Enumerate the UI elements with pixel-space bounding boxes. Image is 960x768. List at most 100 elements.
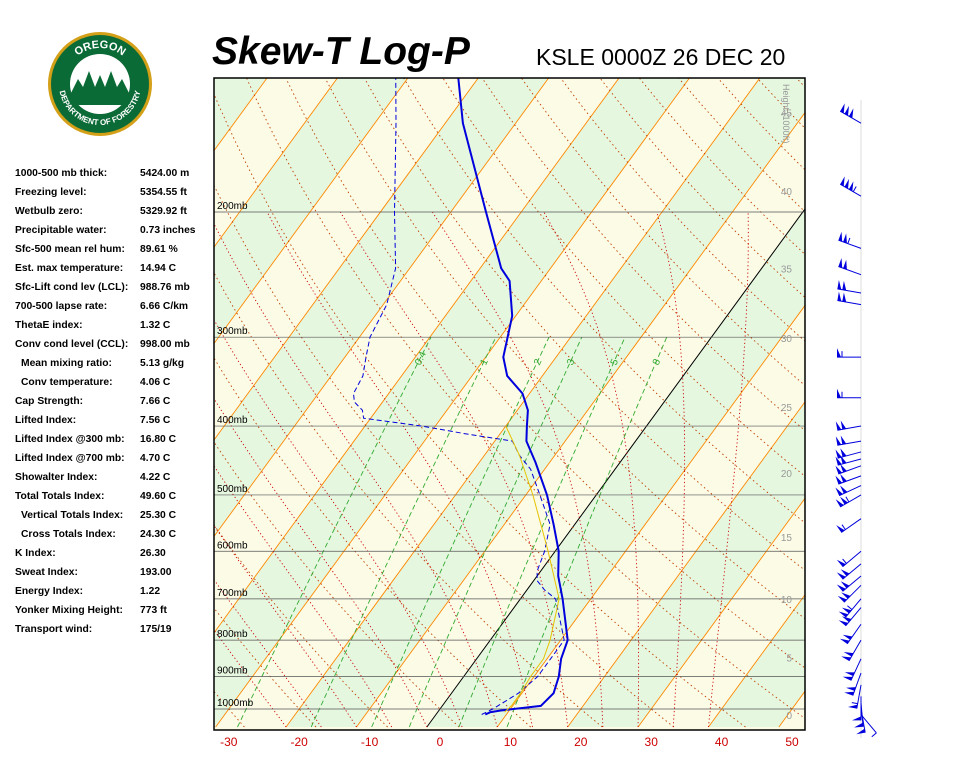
wind-barb-flag [840,473,847,483]
mixing-ratio-label: 0.4 [413,350,429,368]
index-row: Sfc-Lift cond lev (LCL): 988.76 mb [15,282,215,301]
isotherm-line [214,78,268,152]
wind-barb-flag [843,652,854,657]
parcel-trace [504,425,560,713]
wind-barb-shaft [848,639,862,662]
isobar-label: 800mb [217,629,248,640]
wind-barb-flag [835,456,842,466]
index-label: Yonker Mixing Height: [15,605,123,616]
moist-adiabat [214,465,393,728]
x-tick-label: -20 [291,735,309,749]
index-label: 1000-500 mb thick: [15,168,108,179]
wind-barb-flag [835,475,843,485]
wind-barb-flag [837,291,842,302]
index-label: Sfc-Lift cond lev (LCL): [15,282,129,293]
temperature-trace [457,78,569,716]
isobar-label: 600mb [217,540,248,551]
index-label: Mean mixing ratio: [21,358,112,369]
height-axis-title: Height (1000ft) [781,84,791,144]
isotherm-line [849,0,960,727]
dry-adiabat [214,92,746,728]
index-value: 1.22 [140,586,161,597]
index-label: Conv temperature: [21,377,113,388]
index-value: 193.00 [140,567,172,578]
isobar-label: 500mb [217,484,248,495]
wind-barb-half [851,702,858,705]
isotherm-line [426,208,805,728]
index-label: Lifted Index @700 mb: [15,453,125,464]
wind-barb-flag [838,231,843,242]
index-value: 4.06 C [140,377,171,388]
index-row: Showalter Index: 4.22 C [15,472,215,491]
wind-barb-flag [835,499,844,507]
wind-barb-flag [841,592,851,599]
index-row: Freezing level: 5354.55 ft [15,187,215,206]
wind-barb-shaft [837,440,862,446]
index-row: Vertical Totals Index: 25.30 C [15,510,215,529]
wind-barb-flag [842,292,847,303]
wind-barb-flag [843,259,847,270]
wind-barb-flag [844,105,849,116]
index-row: Transport wind: 175/19 [15,624,215,643]
wind-barb-flag [840,420,847,430]
wind-barb-flag [840,496,848,505]
index-row: Cap Strength: 7.66 C [15,396,215,415]
wind-barb-flag [838,620,849,626]
height-tick-label: 25 [781,403,793,414]
stability-indices-panel: 1000-500 mb thick: 5424.00 m Freezing leve… [15,168,215,643]
height-tick-label: 20 [781,469,793,480]
wind-barb-flag [842,634,853,640]
moist-adiabat [214,318,463,728]
mixing-ratio-line [310,337,497,728]
index-label: Est. max temperature: [15,263,124,274]
wind-barbs [835,100,877,738]
index-value: 5329.92 ft [140,206,187,217]
isotherm-line [708,593,805,728]
dry-adiabat [403,78,805,524]
height-tick-label: 40 [781,187,793,198]
moist-adiabat [339,211,569,728]
wind-barb-shaft [838,266,862,276]
index-label: Showalter Index: [15,472,98,483]
moist-adiabat [214,629,287,728]
height-tick-label: 50 [781,23,793,34]
index-label: Lifted Index: [15,415,77,426]
index-row: Mean mixing ratio: 5.13 g/kg [15,358,215,377]
index-label: Total Totals Index: [15,491,105,502]
x-tick-label: -30 [220,735,238,749]
wind-barb-flag [840,435,847,445]
station-time-label: KSLE 0000Z 26 DEC 20 [536,44,786,70]
wind-barb-flag [841,656,851,661]
svg-text:OREGON: OREGON [72,39,127,59]
index-row: Sweat Index: 193.00 [15,567,215,586]
mixing-ratio-line [371,337,550,728]
isobar-label: 1000mb [217,698,254,709]
isobar-label: 900mb [217,665,248,676]
mixing-ratio-label: 1 [479,357,492,367]
wind-barb-shaft [837,458,862,466]
x-tick-label: 40 [715,735,729,749]
chart-title: Skew-T Log-P [212,30,470,73]
height-tick-label: 5 [786,654,792,665]
height-tick-label: 10 [781,595,793,606]
wind-barb-shaft [845,598,862,618]
dry-adiabat [246,78,805,719]
x-tick-label: 50 [785,735,799,749]
height-tick-label: 30 [781,334,793,345]
index-value: 6.66 C/km [140,301,189,312]
index-value: 24.30 C [140,529,177,540]
mixing-ratio-label: 5 [609,357,622,367]
index-value: 0.73 inches [140,225,196,236]
wind-barb-flag [848,108,854,119]
mixing-ratio-line [458,337,626,728]
isotherm-line [778,690,805,728]
moist-adiabat [656,211,686,728]
index-row: Precipitable water: 0.73 inches [15,225,215,244]
index-row: Sfc-500 mean rel hum: 89.61 % [15,244,215,263]
wind-barb-flag [848,181,854,192]
x-tick-label: -10 [361,735,379,749]
wind-barb-flag [840,103,845,114]
wind-barb-flag [843,233,847,244]
mixing-ratio-line [237,336,432,728]
moist-adiabat [708,211,749,728]
